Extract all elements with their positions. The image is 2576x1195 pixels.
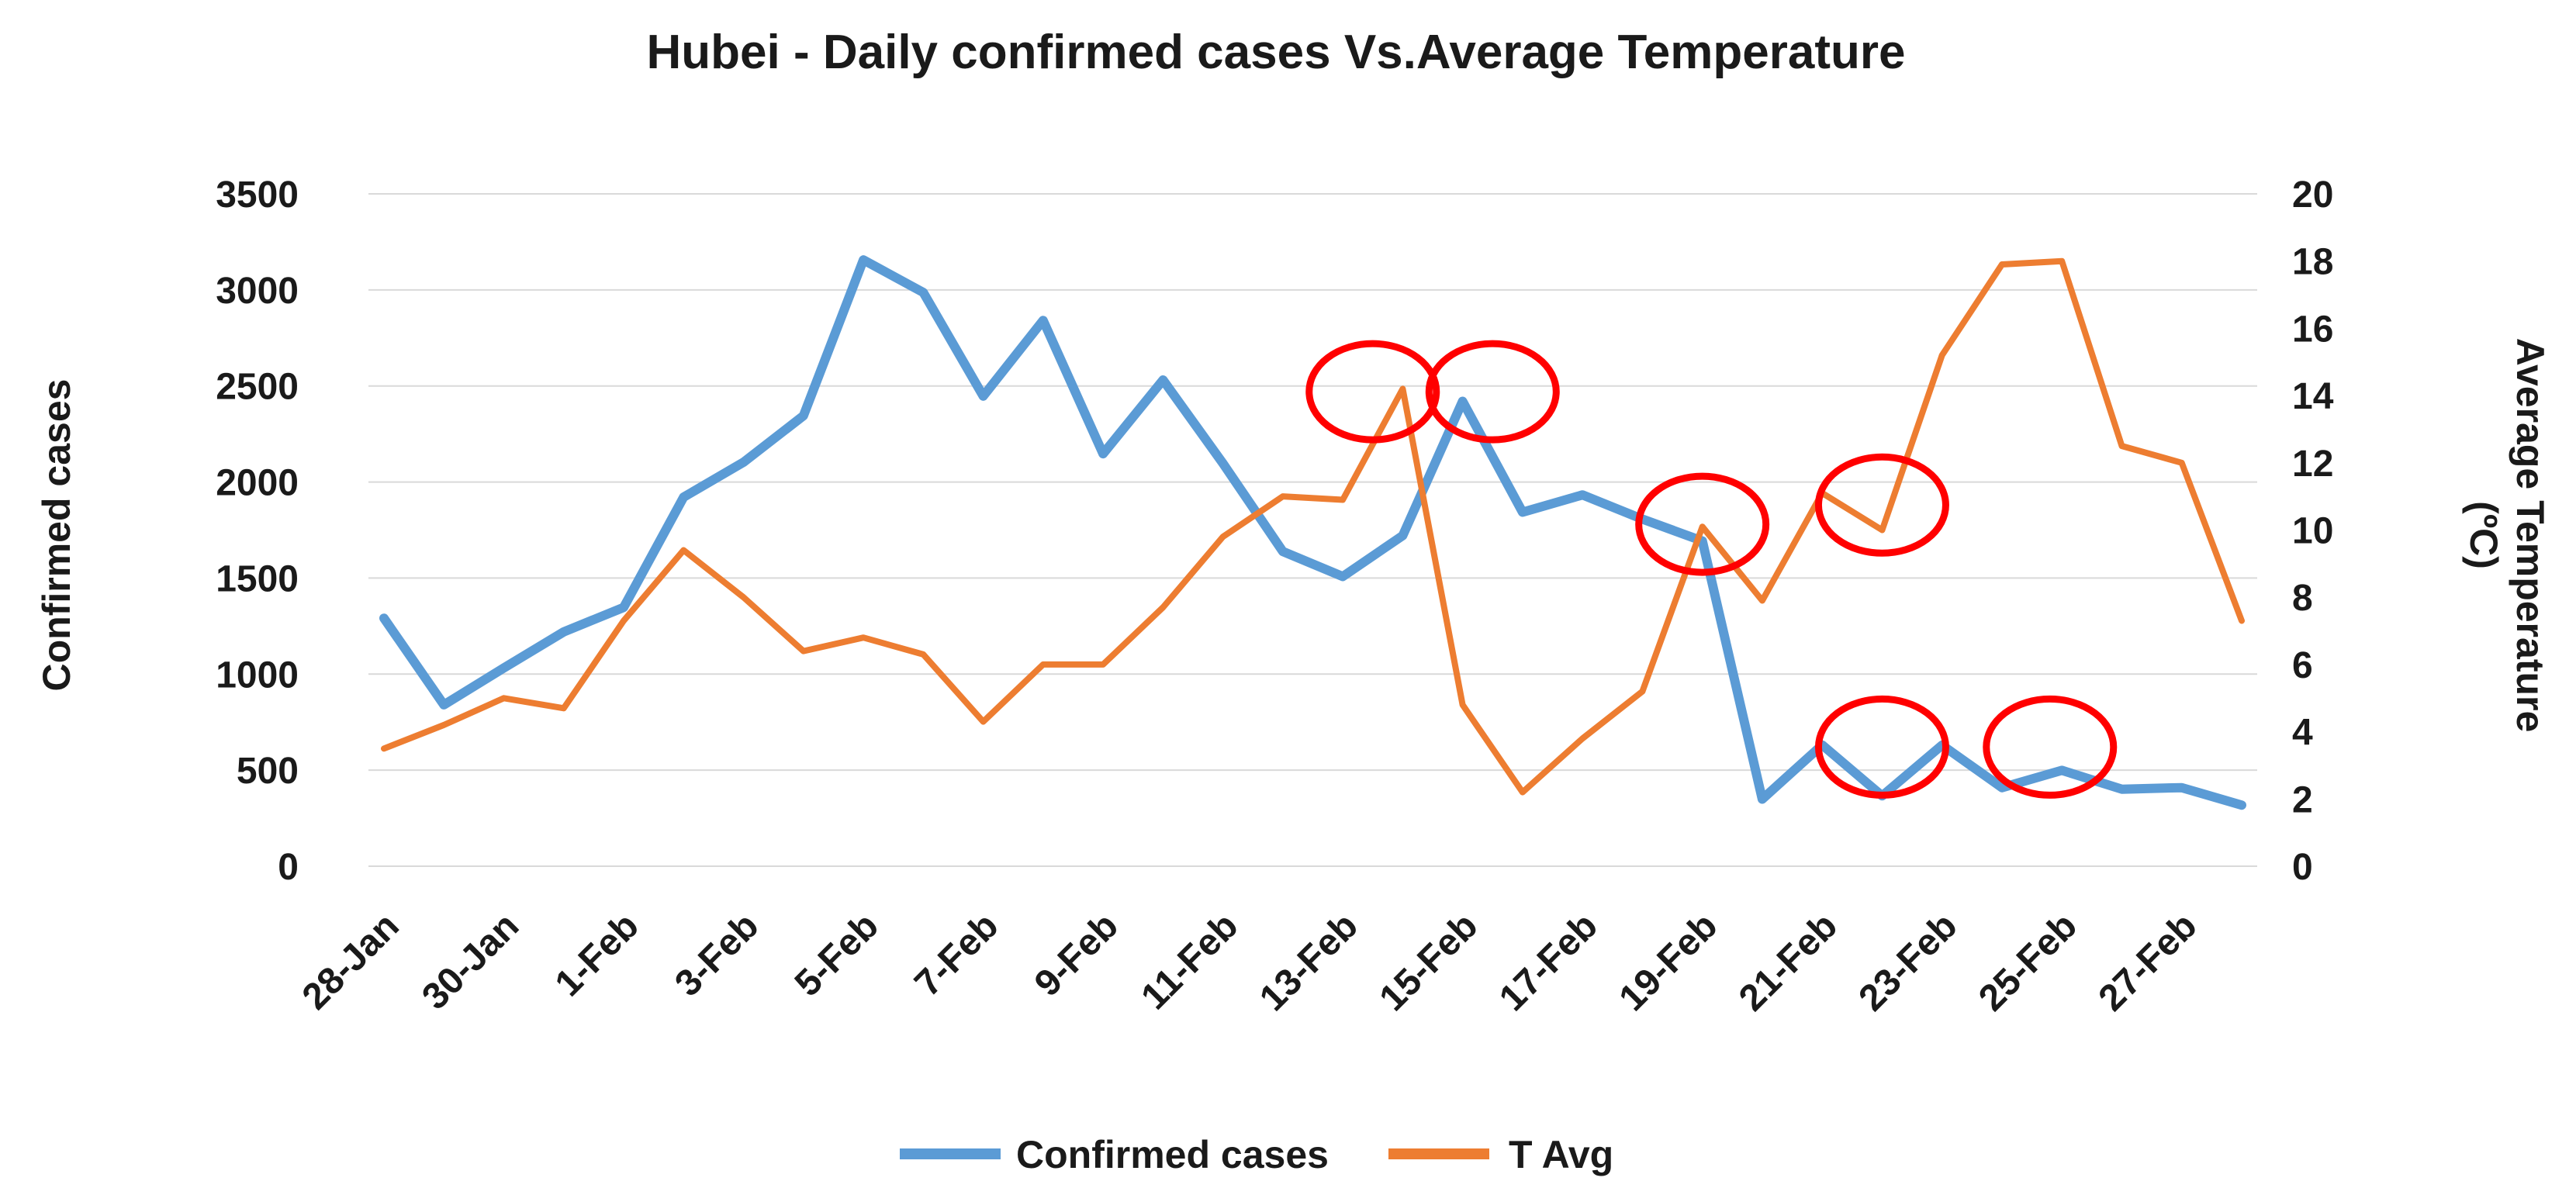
annotation-circle [1305, 340, 1440, 444]
series-line-t-avg [381, 257, 2245, 796]
legend-label-confirmed-cases: Confirmed cases [1016, 1133, 1329, 1176]
annotation-circles [1305, 340, 2118, 799]
x-tick-label: 13-Feb [1252, 905, 1366, 1019]
x-tick-label: 28-Jan [295, 905, 407, 1017]
x-tick-label: 1-Feb [548, 905, 647, 1004]
annotation-circle [1635, 472, 1770, 576]
y-tick-label: 1500 [216, 558, 299, 599]
annotation-circle [1425, 340, 1560, 444]
series-lines [379, 255, 2246, 810]
y-tick-label: 500 [237, 751, 299, 792]
y2-tick-label: 14 [2292, 376, 2334, 417]
y-axis-label: Confirmed cases [35, 379, 78, 692]
x-tick-label: 11-Feb [1133, 905, 1246, 1017]
x-tick-label: 9-Feb [1027, 905, 1126, 1004]
y2-tick-label: 8 [2292, 578, 2313, 619]
legend: Confirmed cases T Avg [900, 1133, 1613, 1176]
x-axis-ticks: 28-Jan 30-Jan 1-Feb 3-Feb 5-Feb 7-Feb 9-Feb 11-… [295, 905, 2205, 1019]
y2-tick-label: 20 [2292, 174, 2333, 216]
y-tick-label: 3000 [216, 271, 299, 312]
y2-tick-label: 16 [2292, 309, 2333, 350]
y2-axis-label-line2: (ºC) [2462, 501, 2505, 569]
y2-tick-label: 12 [2292, 444, 2333, 485]
y-axis-ticks: 0 500 1000 1500 2000 2500 3000 3500 [216, 174, 299, 888]
y2-tick-label: 2 [2292, 779, 2313, 820]
x-tick-label: 21-Feb [1731, 905, 1845, 1019]
x-tick-label: 3-Feb [667, 905, 766, 1004]
x-tick-label: 23-Feb [1852, 905, 1966, 1019]
legend-label-t-avg: T Avg [1509, 1133, 1613, 1176]
y2-tick-label: 4 [2292, 713, 2313, 754]
y-tick-label: 1000 [216, 654, 299, 696]
y2-tick-label: 18 [2292, 242, 2333, 283]
y-tick-label: 2500 [216, 367, 299, 408]
x-tick-label: 17-Feb [1492, 905, 1606, 1019]
chart-title: Hubei - Daily confirmed cases Vs.Average… [647, 26, 1906, 79]
x-tick-label: 30-Jan [414, 905, 527, 1017]
y2-axis-ticks: 0 2 4 6 8 10 12 14 16 18 20 [2292, 174, 2334, 888]
x-tick-label: 25-Feb [1971, 905, 2085, 1019]
x-tick-label: 7-Feb [907, 905, 1006, 1004]
annotation-circle [1983, 695, 2118, 799]
x-tick-label: 19-Feb [1612, 905, 1726, 1019]
y2-tick-label: 0 [2292, 847, 2313, 888]
y2-axis-label-line1: Average Temperature [2509, 338, 2552, 733]
y-tick-label: 2000 [216, 463, 299, 504]
x-tick-label: 5-Feb [787, 905, 887, 1004]
y-tick-label: 3500 [216, 174, 299, 216]
x-tick-label: 15-Feb [1372, 905, 1486, 1019]
series-line-confirmed-cases [379, 255, 2246, 810]
y-tick-label: 0 [278, 847, 299, 888]
x-tick-label: 27-Feb [2091, 905, 2205, 1019]
y2-tick-label: 6 [2292, 645, 2313, 686]
annotation-circle [1814, 695, 1949, 799]
y2-tick-label: 10 [2292, 511, 2333, 552]
annotation-circle [1814, 453, 1949, 557]
